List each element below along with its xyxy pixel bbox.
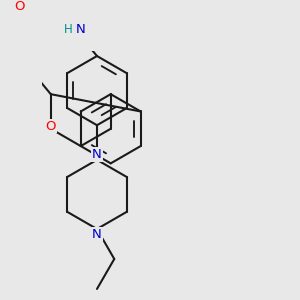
Text: N: N [76, 23, 85, 36]
Text: O: O [46, 119, 56, 133]
Text: N: N [92, 228, 102, 241]
Text: N: N [92, 148, 102, 161]
Text: H: H [64, 23, 73, 36]
Text: O: O [14, 0, 25, 13]
